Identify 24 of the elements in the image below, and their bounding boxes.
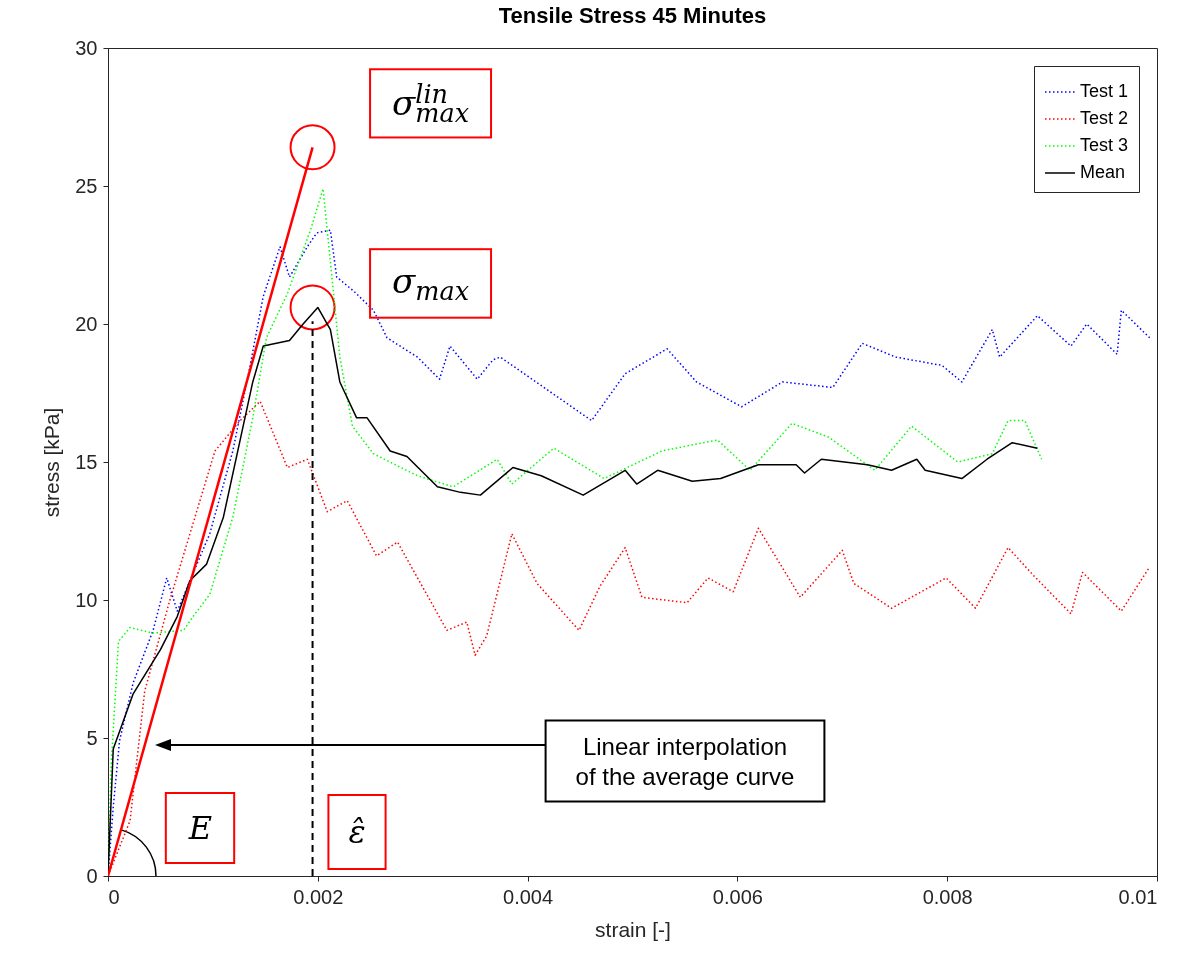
y-tick-label: 30 xyxy=(75,36,98,59)
y-tick-label: 15 xyxy=(75,450,98,473)
legend-label: Test 2 xyxy=(1080,108,1129,128)
x-tick-label: 0.008 xyxy=(922,885,973,908)
y-tick-label: 10 xyxy=(75,588,98,611)
legend-label: Test 1 xyxy=(1080,81,1129,101)
legend-label: Mean xyxy=(1080,162,1126,182)
y-tick-label: 25 xyxy=(75,174,98,197)
x-axis-title: strain [-] xyxy=(595,917,671,941)
y-tick-label: 0 xyxy=(86,864,98,887)
x-tick-label: 0.01 xyxy=(1118,885,1158,908)
y-tick-label: 20 xyxy=(75,312,98,335)
y-tick-label: 5 xyxy=(86,726,98,749)
x-tick-label: 0.006 xyxy=(712,885,763,908)
x-tick-label: 0 xyxy=(108,885,120,908)
annotation: σ$_{max}$ xyxy=(392,261,470,306)
x-tick-label: 0.002 xyxy=(293,885,344,908)
y-axis-title: stress [kPa] xyxy=(40,407,64,518)
annotation: Linear interpolation of the average curve xyxy=(575,732,795,790)
legend-label: Test 3 xyxy=(1080,135,1129,155)
annotation: E xyxy=(187,809,213,847)
chart-title: Tensile Stress 45 Minutes xyxy=(498,3,767,28)
annotation: ε̂ xyxy=(348,813,366,851)
x-tick-label: 0.004 xyxy=(503,885,554,908)
